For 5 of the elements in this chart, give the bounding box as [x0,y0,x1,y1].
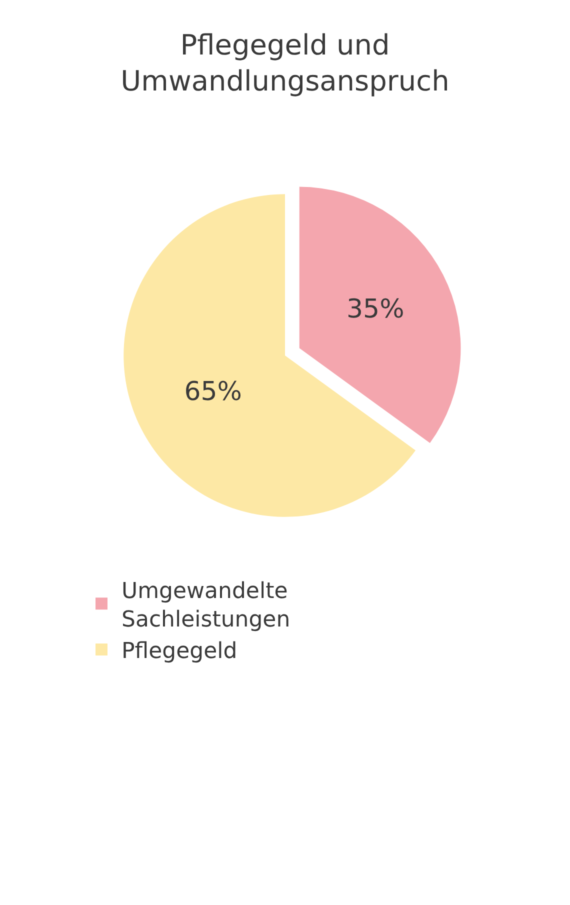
data-label: 65% [184,377,242,408]
data-label: 35% [346,294,404,324]
legend-label: Umgewandelte Sachleistungen [122,578,290,632]
chart-title: Pflegegeld und Umwandlungsanspruch [120,28,450,98]
legend-label: Pflegegeld [122,639,238,664]
